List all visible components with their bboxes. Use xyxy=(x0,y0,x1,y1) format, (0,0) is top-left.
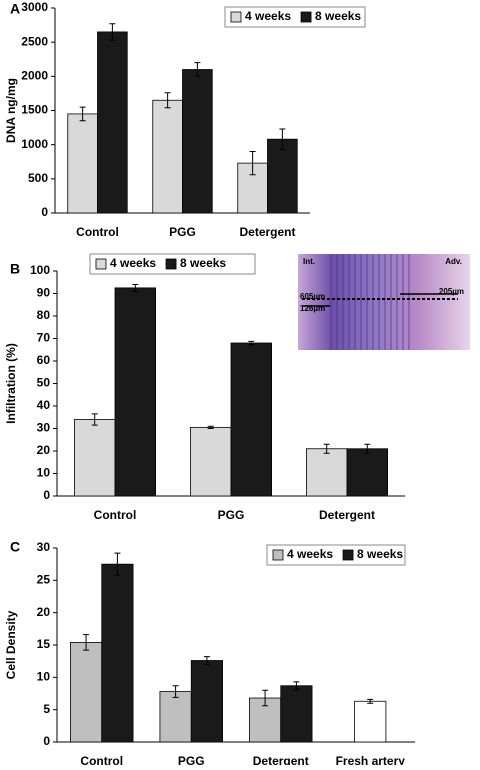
y-tick-label: 10 xyxy=(37,466,51,480)
bar xyxy=(114,287,156,497)
y-axis-title: Infiltration (%) xyxy=(4,343,18,424)
y-tick-label: 20 xyxy=(37,605,51,619)
inset-image xyxy=(298,254,470,350)
panel-label: B xyxy=(10,261,20,277)
error-bar xyxy=(109,23,116,41)
y-axis-title: Cell Density xyxy=(4,610,18,679)
bar xyxy=(97,31,128,214)
bar xyxy=(230,342,272,497)
error-bar xyxy=(79,106,86,122)
bar xyxy=(182,69,213,214)
error-bar xyxy=(364,443,371,454)
legend-label: 8 weeks xyxy=(357,547,403,561)
error-bar xyxy=(323,443,330,454)
y-tick-label: 0 xyxy=(43,734,50,748)
bar xyxy=(305,448,348,497)
error-bar xyxy=(262,689,269,707)
bar xyxy=(267,138,298,214)
legend-box xyxy=(224,6,366,28)
bar xyxy=(101,563,134,743)
error-bar xyxy=(203,656,210,665)
x-tick-label: Control xyxy=(94,508,137,522)
legend-label: 8 weeks xyxy=(315,9,361,23)
error-bar xyxy=(172,685,179,698)
legend-swatch xyxy=(342,549,354,561)
x-tick-label: Fresh artery xyxy=(336,754,406,765)
x-tick-label: PGG xyxy=(178,754,205,765)
y-tick-label: 5 xyxy=(43,702,50,716)
panel-label: A xyxy=(10,1,20,17)
legend-label: 4 weeks xyxy=(110,256,156,270)
y-tick-label: 1500 xyxy=(21,103,48,117)
error-bar xyxy=(248,340,255,346)
bar xyxy=(152,99,183,214)
y-tick-label: 20 xyxy=(37,443,51,457)
y-tick-label: 70 xyxy=(37,331,51,345)
y-tick-label: 10 xyxy=(37,670,51,684)
x-tick-label: Detergent xyxy=(319,508,375,522)
legend-label: 4 weeks xyxy=(245,9,291,23)
annotation: 605µm xyxy=(300,292,325,301)
bar xyxy=(70,642,103,743)
legend-swatch xyxy=(95,258,107,270)
y-tick-label: 30 xyxy=(37,421,51,435)
x-tick-label: Control xyxy=(76,225,119,239)
error-bar xyxy=(249,151,256,176)
annotation: Adv. xyxy=(445,257,462,266)
x-tick-label: PGG xyxy=(169,225,196,239)
legend-box xyxy=(266,544,406,566)
y-tick-label: 25 xyxy=(37,573,51,587)
y-tick-label: 80 xyxy=(37,308,51,322)
error-bar xyxy=(367,698,374,704)
error-bar xyxy=(132,284,139,292)
y-axis-title: DNA ng/mg xyxy=(4,78,18,143)
error-bar xyxy=(91,413,98,426)
bar xyxy=(159,691,192,743)
legend-swatch xyxy=(300,11,312,23)
legend-label: 8 weeks xyxy=(180,256,226,270)
bar xyxy=(190,660,223,743)
x-tick-label: PGG xyxy=(218,508,245,522)
y-tick-label: 100 xyxy=(30,263,50,277)
y-tick-label: 90 xyxy=(37,286,51,300)
bar xyxy=(280,685,313,743)
error-bar xyxy=(164,92,171,109)
annotation: Int. xyxy=(303,257,315,266)
y-tick-label: 50 xyxy=(37,376,51,390)
bar xyxy=(354,700,387,743)
y-tick-label: 15 xyxy=(37,637,51,651)
y-tick-label: 2500 xyxy=(21,34,48,48)
x-tick-label: Detergent xyxy=(239,225,295,239)
legend-swatch xyxy=(272,549,284,561)
error-bar xyxy=(83,634,90,651)
y-tick-label: 0 xyxy=(43,488,50,502)
legend-label: 4 weeks xyxy=(287,547,333,561)
bar xyxy=(74,419,116,497)
x-tick-label: Detergent xyxy=(253,754,309,765)
annotation: 126µm xyxy=(300,304,325,313)
y-tick-label: 500 xyxy=(28,171,48,185)
error-bar xyxy=(279,128,286,150)
bar xyxy=(189,426,232,497)
error-bar xyxy=(194,62,201,77)
y-tick-label: 1000 xyxy=(21,137,48,151)
bar xyxy=(67,113,98,214)
error-bar xyxy=(293,681,300,691)
legend-swatch xyxy=(230,11,242,23)
error-bar xyxy=(207,425,214,429)
y-tick-label: 3000 xyxy=(21,0,48,14)
y-tick-label: 40 xyxy=(37,398,51,412)
x-tick-label: Control xyxy=(80,754,123,765)
y-tick-label: 0 xyxy=(41,205,48,219)
y-tick-label: 2000 xyxy=(21,69,48,83)
legend-swatch xyxy=(165,258,177,270)
bar xyxy=(346,448,388,497)
y-tick-label: 60 xyxy=(37,353,51,367)
error-bar xyxy=(114,552,121,576)
annotation: 205µm xyxy=(439,287,464,296)
panel-label: C xyxy=(10,539,20,555)
y-tick-label: 30 xyxy=(37,540,51,554)
